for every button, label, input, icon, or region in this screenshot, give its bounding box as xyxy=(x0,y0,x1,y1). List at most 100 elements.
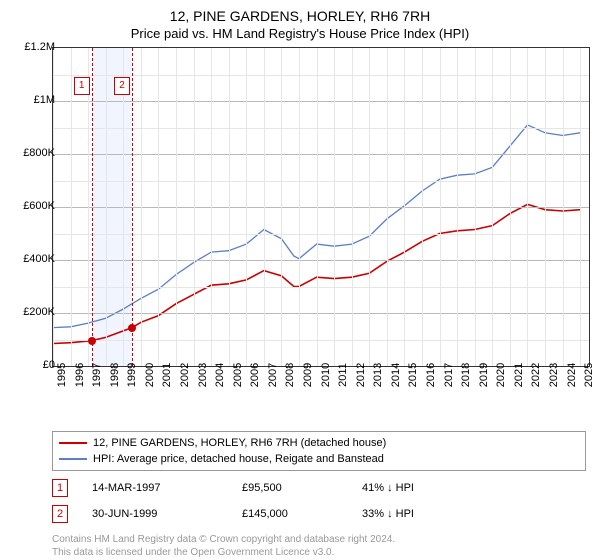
x-axis-label: 2008 xyxy=(284,363,296,387)
gridline-v xyxy=(317,48,318,366)
chart-subtitle: Price paid vs. HM Land Registry's House … xyxy=(0,26,600,41)
y-axis-label: £1.2M xyxy=(24,41,55,53)
marker-dashline xyxy=(92,48,93,366)
gridline-v xyxy=(106,48,107,366)
gridline-v xyxy=(457,48,458,366)
gridline-v xyxy=(492,48,493,366)
gridline-v xyxy=(510,48,511,366)
x-axis-label: 2015 xyxy=(407,363,419,387)
y-axis-label: £200K xyxy=(23,306,55,318)
x-axis-label: 1997 xyxy=(91,363,103,387)
gridline-h xyxy=(53,207,589,208)
x-axis-label: 2017 xyxy=(443,363,455,387)
gridline-v xyxy=(71,48,72,366)
sale-hpi: 41% ↓ HPI xyxy=(362,482,472,494)
gridline-h-minor xyxy=(53,287,589,288)
x-axis-label: 1999 xyxy=(126,363,138,387)
sale-row: 2 30-JUN-1999£145,00033% ↓ HPI xyxy=(52,505,572,523)
gridline-h xyxy=(53,260,589,261)
y-axis-label: £400K xyxy=(23,253,55,265)
legend-swatch xyxy=(59,458,87,460)
gridline-v xyxy=(475,48,476,366)
gridline-v xyxy=(281,48,282,366)
gridline-h-minor xyxy=(53,128,589,129)
gridline-h xyxy=(53,154,589,155)
y-axis-label: £800K xyxy=(23,147,55,159)
x-axis-label: 1998 xyxy=(109,363,121,387)
sale-date: 14-MAR-1997 xyxy=(92,482,242,494)
x-axis-label: 2003 xyxy=(197,363,209,387)
gridline-v xyxy=(545,48,546,366)
gridline-h-minor xyxy=(53,234,589,235)
legend: 12, PINE GARDENS, HORLEY, RH6 7RH (detac… xyxy=(52,431,586,471)
chart-area: 12 £0£200K£400K£600K£800K£1M£1.2M1995199… xyxy=(0,47,600,427)
gridline-v xyxy=(246,48,247,366)
gridline-v xyxy=(299,48,300,366)
x-axis-label: 2020 xyxy=(495,363,507,387)
gridline-v xyxy=(88,48,89,366)
x-axis-label: 2001 xyxy=(161,363,173,387)
sales-list: 114-MAR-1997£95,50041% ↓ HPI230-JUN-1999… xyxy=(0,479,600,523)
x-axis-label: 2019 xyxy=(478,363,490,387)
gridline-v xyxy=(123,48,124,366)
x-axis-label: 2022 xyxy=(530,363,542,387)
x-axis-label: 2006 xyxy=(249,363,261,387)
x-axis-label: 2011 xyxy=(337,363,349,387)
gridline-v xyxy=(352,48,353,366)
gridline-v xyxy=(229,48,230,366)
plot-region: 12 xyxy=(52,47,590,367)
x-axis-label: 2002 xyxy=(179,363,191,387)
legend-label: 12, PINE GARDENS, HORLEY, RH6 7RH (detac… xyxy=(93,435,386,451)
sale-date: 30-JUN-1999 xyxy=(92,508,242,520)
gridline-v xyxy=(141,48,142,366)
x-axis-label: 2007 xyxy=(267,363,279,387)
sale-index-box: 2 xyxy=(52,505,68,523)
x-axis-label: 2000 xyxy=(144,363,156,387)
gridline-v xyxy=(404,48,405,366)
y-axis-label: £0 xyxy=(43,359,55,371)
x-axis-label: 2014 xyxy=(390,363,402,387)
gridline-v xyxy=(369,48,370,366)
legend-swatch xyxy=(59,442,87,444)
x-axis-label: 2010 xyxy=(320,363,332,387)
sale-index-box: 1 xyxy=(52,479,68,497)
gridline-v xyxy=(440,48,441,366)
gridline-v xyxy=(194,48,195,366)
sale-point xyxy=(128,324,136,332)
x-axis-label: 2016 xyxy=(425,363,437,387)
gridline-h-minor xyxy=(53,181,589,182)
gridline-v xyxy=(563,48,564,366)
gridline-v xyxy=(176,48,177,366)
gridline-h-minor xyxy=(53,75,589,76)
gridline-v xyxy=(158,48,159,366)
chart-container: 12, PINE GARDENS, HORLEY, RH6 7RH Price … xyxy=(0,8,600,559)
gridline-v xyxy=(334,48,335,366)
sale-price: £145,000 xyxy=(242,508,362,520)
x-axis-label: 2018 xyxy=(460,363,472,387)
sale-point xyxy=(88,337,96,345)
gridline-v xyxy=(527,48,528,366)
y-axis-label: £600K xyxy=(23,200,55,212)
x-axis-label: 2005 xyxy=(232,363,244,387)
gridline-v xyxy=(422,48,423,366)
x-axis-label: 2004 xyxy=(214,363,226,387)
chart-title: 12, PINE GARDENS, HORLEY, RH6 7RH xyxy=(0,8,600,24)
y-axis-label: £1M xyxy=(34,94,55,106)
gridline-v xyxy=(580,48,581,366)
x-axis-label: 2013 xyxy=(372,363,384,387)
legend-label: HPI: Average price, detached house, Reig… xyxy=(93,451,384,467)
sale-hpi: 33% ↓ HPI xyxy=(362,508,472,520)
footer-line2: This data is licensed under the Open Gov… xyxy=(52,546,600,559)
marker-label: 1 xyxy=(74,77,90,95)
marker-dashline xyxy=(132,48,133,366)
gridline-h xyxy=(53,101,589,102)
gridline-h-minor xyxy=(53,340,589,341)
footer: Contains HM Land Registry data © Crown c… xyxy=(52,533,600,559)
legend-item: 12, PINE GARDENS, HORLEY, RH6 7RH (detac… xyxy=(59,435,579,451)
gridline-v xyxy=(264,48,265,366)
gridline-h xyxy=(53,313,589,314)
x-axis-label: 2023 xyxy=(548,363,560,387)
gridline-v xyxy=(211,48,212,366)
marker-label: 2 xyxy=(114,77,130,95)
x-axis-label: 1995 xyxy=(56,363,68,387)
